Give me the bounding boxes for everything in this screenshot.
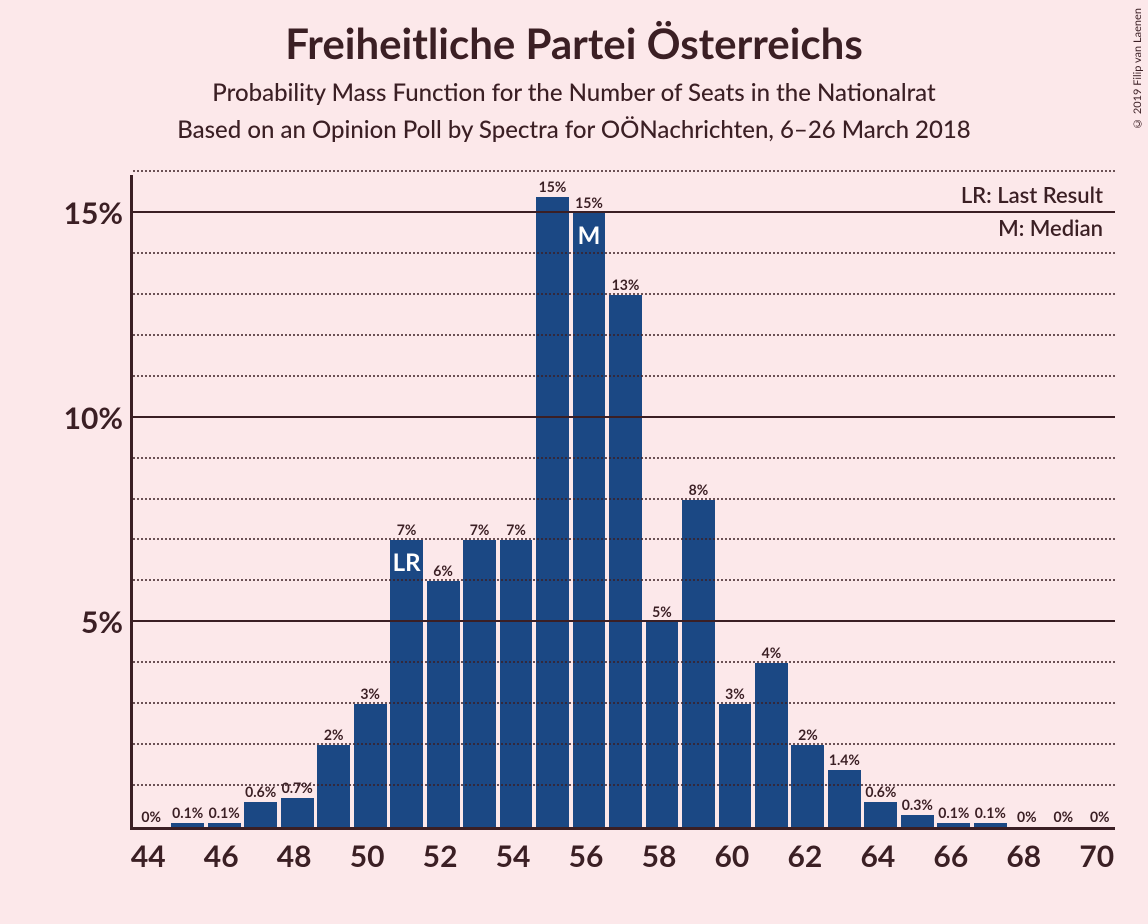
gridline-minor bbox=[133, 293, 1115, 295]
bar: 6% bbox=[427, 581, 460, 827]
gridline-minor bbox=[133, 661, 1115, 663]
median-marker: M bbox=[578, 221, 601, 250]
bar-value-label: 13% bbox=[612, 276, 640, 293]
bar-value-label: 0% bbox=[1090, 808, 1110, 825]
gridline-minor bbox=[133, 538, 1115, 540]
bar-value-label: 7% bbox=[397, 521, 417, 538]
chart-subtitle-1: Probability Mass Function for the Number… bbox=[0, 78, 1148, 107]
bar: 4% bbox=[755, 663, 788, 827]
chart-title: Freiheitliche Partei Österreichs bbox=[0, 18, 1148, 68]
x-axis-label: 54 bbox=[496, 838, 531, 874]
gridline-minor bbox=[133, 375, 1115, 377]
bar-value-label: 15% bbox=[575, 194, 603, 211]
bar: 0.1% bbox=[208, 823, 241, 827]
bar: 1.4% bbox=[828, 770, 861, 827]
title-block: Freiheitliche Partei Österreichs Probabi… bbox=[0, 0, 1148, 144]
chart-container: LR: Last Result M: Median 0%0.1%0.1%0.6%… bbox=[50, 175, 1115, 870]
y-axis-label: 10% bbox=[64, 400, 123, 436]
bar-value-label: 0.1% bbox=[172, 804, 203, 821]
gridline-minor bbox=[133, 743, 1115, 745]
bar-value-label: 5% bbox=[652, 603, 672, 620]
x-axis-label: 44 bbox=[131, 838, 166, 874]
bar: 0.3% bbox=[901, 815, 934, 827]
gridline-minor bbox=[133, 579, 1115, 581]
bar-value-label: 3% bbox=[725, 685, 745, 702]
gridline-major bbox=[133, 416, 1115, 418]
bar-value-label: 3% bbox=[360, 685, 380, 702]
gridline-major bbox=[133, 620, 1115, 622]
bar-value-label: 2% bbox=[324, 726, 344, 743]
bar-value-label: 0.1% bbox=[975, 804, 1006, 821]
x-axis-label: 70 bbox=[1079, 838, 1114, 874]
bar-value-label: 0.3% bbox=[902, 796, 933, 813]
bar-value-label: 1.4% bbox=[829, 751, 860, 768]
x-axis-label: 56 bbox=[569, 838, 604, 874]
gridline-minor bbox=[133, 334, 1115, 336]
y-axis-label: 15% bbox=[64, 195, 123, 231]
bar-value-label: 0.1% bbox=[209, 804, 240, 821]
gridline-minor bbox=[133, 252, 1115, 254]
y-axis-label: 5% bbox=[81, 604, 123, 640]
bar: 0.6% bbox=[864, 802, 897, 827]
bar-value-label: 0% bbox=[1053, 808, 1073, 825]
x-axis-label: 48 bbox=[277, 838, 312, 874]
bar-value-label: 7% bbox=[506, 521, 526, 538]
plot-area: LR: Last Result M: Median 0%0.1%0.1%0.6%… bbox=[130, 175, 1115, 830]
x-axis-label: 46 bbox=[204, 838, 239, 874]
bar-value-label: 0% bbox=[1017, 808, 1037, 825]
bar-value-label: 0.7% bbox=[282, 779, 313, 796]
bar-value-label: 6% bbox=[433, 562, 453, 579]
bar-value-label: 4% bbox=[762, 644, 782, 661]
gridline-minor bbox=[133, 498, 1115, 500]
bar: 0.6% bbox=[244, 802, 277, 827]
x-axis-label: 50 bbox=[350, 838, 385, 874]
bar: 15% bbox=[536, 197, 569, 827]
bar: 15%M bbox=[573, 213, 606, 827]
x-axis-label: 66 bbox=[933, 838, 968, 874]
bar-value-label: 15% bbox=[539, 178, 567, 195]
x-axis-label: 58 bbox=[642, 838, 677, 874]
last-result-marker: LR bbox=[393, 548, 421, 577]
bar: 3% bbox=[719, 704, 752, 827]
bar: 0.1% bbox=[171, 823, 204, 827]
bar: 2% bbox=[317, 745, 350, 827]
bar-value-label: 8% bbox=[689, 481, 709, 498]
copyright-text: © 2019 Filip van Laenen bbox=[1131, 8, 1144, 130]
bar: 2% bbox=[791, 745, 824, 827]
bar-value-label: 0% bbox=[141, 808, 161, 825]
bar: 3% bbox=[354, 704, 387, 827]
bar: 5% bbox=[646, 622, 679, 827]
gridline-minor bbox=[133, 170, 1115, 172]
gridline-minor bbox=[133, 702, 1115, 704]
gridline-minor bbox=[133, 457, 1115, 459]
x-axis-label: 60 bbox=[715, 838, 750, 874]
bar: 0.7% bbox=[281, 798, 314, 827]
bar: 0.1% bbox=[974, 823, 1007, 827]
x-axis-label: 64 bbox=[860, 838, 895, 874]
bar-value-label: 7% bbox=[470, 521, 490, 538]
chart-subtitle-2: Based on an Opinion Poll by Spectra for … bbox=[0, 115, 1148, 144]
gridline-minor bbox=[133, 784, 1115, 786]
x-axis-label: 52 bbox=[423, 838, 458, 874]
bar: 8% bbox=[682, 500, 715, 828]
x-axis-label: 68 bbox=[1006, 838, 1041, 874]
x-axis-label: 62 bbox=[788, 838, 823, 874]
bars-group: 0%0.1%0.1%0.6%0.7%2%3%7%LR6%7%7%15%15%M1… bbox=[133, 175, 1115, 827]
gridline-major bbox=[133, 211, 1115, 213]
bar-value-label: 2% bbox=[798, 726, 818, 743]
bar-value-label: 0.1% bbox=[938, 804, 969, 821]
bar: 0.1% bbox=[937, 823, 970, 827]
